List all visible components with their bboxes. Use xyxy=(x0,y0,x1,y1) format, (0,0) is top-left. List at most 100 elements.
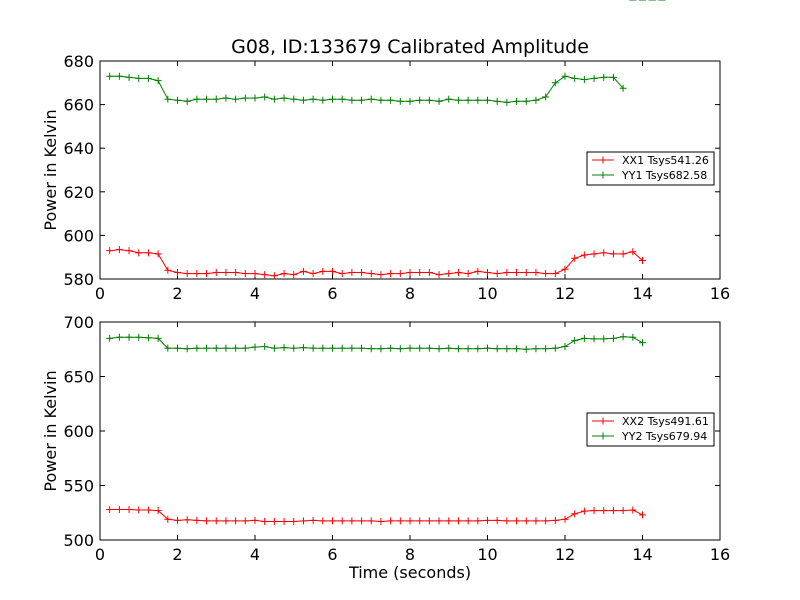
bottom-data-point xyxy=(319,344,327,352)
top-data-point xyxy=(503,268,511,276)
top-data-point xyxy=(367,95,375,103)
bottom-data-point xyxy=(193,344,201,352)
top-data-point xyxy=(164,95,172,103)
bottom-data-point xyxy=(270,517,278,525)
bottom-data-point xyxy=(590,507,598,515)
bottom-data-point xyxy=(464,517,472,525)
top-data-point xyxy=(571,254,579,262)
bottom-data-point xyxy=(522,345,530,353)
top-data-point xyxy=(551,270,559,278)
bottom-data-point xyxy=(309,344,317,352)
bottom-data-point xyxy=(406,517,414,525)
top-data-point xyxy=(115,72,123,80)
bottom-x-tick-label: 2 xyxy=(172,545,182,564)
top-data-point xyxy=(445,270,453,278)
bottom-data-point xyxy=(222,517,230,525)
bottom-data-point xyxy=(435,345,443,353)
top-data-point xyxy=(154,77,162,85)
top-data-point xyxy=(203,95,211,103)
bottom-data-point xyxy=(396,517,404,525)
bottom-y-axis: 500 550 600 650 700 xyxy=(63,313,720,550)
bottom-data-point xyxy=(367,345,375,353)
top-y-tick-label: 600 xyxy=(63,226,94,245)
bottom-x-tick-label: 10 xyxy=(477,545,497,564)
bottom-data-point xyxy=(435,517,443,525)
bottom-data-point xyxy=(629,506,637,514)
bottom-data-point xyxy=(416,344,424,352)
bottom-data-point xyxy=(387,517,395,525)
bottom-legend-label: XX2 Tsys491.61 xyxy=(622,415,709,428)
bottom-data-point xyxy=(503,345,511,353)
top-x-tick-label: 0 xyxy=(95,284,105,303)
bottom-data-point xyxy=(639,511,646,519)
top-x-tick-label: 12 xyxy=(555,284,575,303)
top-data-point xyxy=(144,74,152,82)
bottom-data-point xyxy=(639,339,646,347)
x-axis-label: Time (seconds) xyxy=(348,563,471,582)
top-data-point xyxy=(629,248,637,256)
bottom-x-axis: 0 2 4 6 8 10 12 14 16 xyxy=(95,322,730,564)
bottom-data-point xyxy=(261,517,269,525)
top-y-axis: 580 600 620 640 660 680 xyxy=(63,52,720,289)
top-legend-label: XX1 Tsys541.26 xyxy=(622,154,709,167)
top-data-point xyxy=(232,268,240,276)
top-data-point xyxy=(609,73,617,81)
bottom-data-point xyxy=(571,337,579,345)
bottom-data-point xyxy=(580,334,588,342)
bottom-data-point xyxy=(348,344,356,352)
top-data-point xyxy=(106,247,114,255)
bottom-data-point xyxy=(115,333,123,341)
bottom-data-point xyxy=(203,517,211,525)
top-data-point xyxy=(309,95,317,103)
top-data-point xyxy=(619,84,627,92)
bottom-data-point xyxy=(261,343,269,351)
top-data-point xyxy=(367,270,375,278)
bottom-data-point xyxy=(212,517,220,525)
bottom-data-point xyxy=(232,517,240,525)
top-data-point xyxy=(493,270,501,278)
top-data-point xyxy=(270,272,278,280)
top-data-point xyxy=(619,250,627,258)
top-data-point xyxy=(580,76,588,84)
top-data-point xyxy=(551,79,559,87)
bottom-data-point xyxy=(299,344,307,352)
bottom-data-point xyxy=(474,517,482,525)
top-legend-entry: XX1 Tsys541.26 xyxy=(592,154,709,167)
bottom-x-tick-label: 6 xyxy=(327,545,337,564)
top-data-point xyxy=(329,95,336,103)
top-data-point xyxy=(396,97,404,105)
top-data-point xyxy=(299,267,307,275)
top-y-tick-label: 620 xyxy=(63,183,94,202)
bottom-data-point xyxy=(251,516,259,524)
top-data-point xyxy=(454,268,462,276)
top-legend-label: YY1 Tsys682.58 xyxy=(621,169,707,182)
bottom-data-point xyxy=(619,333,627,341)
top-data-point xyxy=(299,96,307,104)
top-legend-entry: YY1 Tsys682.58 xyxy=(592,169,707,182)
top-data-point xyxy=(241,94,249,102)
top-data-point xyxy=(164,266,172,274)
top-data-point xyxy=(600,73,608,81)
top-data-point xyxy=(329,267,336,275)
top-data-point xyxy=(406,97,414,105)
top-data-point xyxy=(222,268,230,276)
bottom-legend-box xyxy=(586,412,715,447)
bottom-data-point xyxy=(493,516,501,524)
top-y-tick-label: 640 xyxy=(63,139,94,158)
bottom-data-point xyxy=(183,345,191,353)
bottom-data-point xyxy=(154,507,162,515)
bottom-legend-entry: YY2 Tsys679.94 xyxy=(592,430,707,443)
bottom-data-point xyxy=(348,517,356,525)
bottom-x-tick-label: 4 xyxy=(250,545,260,564)
top-data-point xyxy=(387,270,395,278)
top-data-point xyxy=(416,268,424,276)
bottom-legend: XX2 Tsys491.61 YY2 Tsys679.94 xyxy=(586,412,715,447)
top-data-point xyxy=(232,95,240,103)
bottom-legend-label: YY2 Tsys679.94 xyxy=(621,430,707,443)
top-data-point xyxy=(522,97,530,105)
top-data-point xyxy=(290,271,298,279)
bottom-data-point xyxy=(590,335,598,343)
bottom-data-point xyxy=(629,333,637,341)
bottom-data-point xyxy=(144,506,152,514)
top-data-point xyxy=(212,268,220,276)
